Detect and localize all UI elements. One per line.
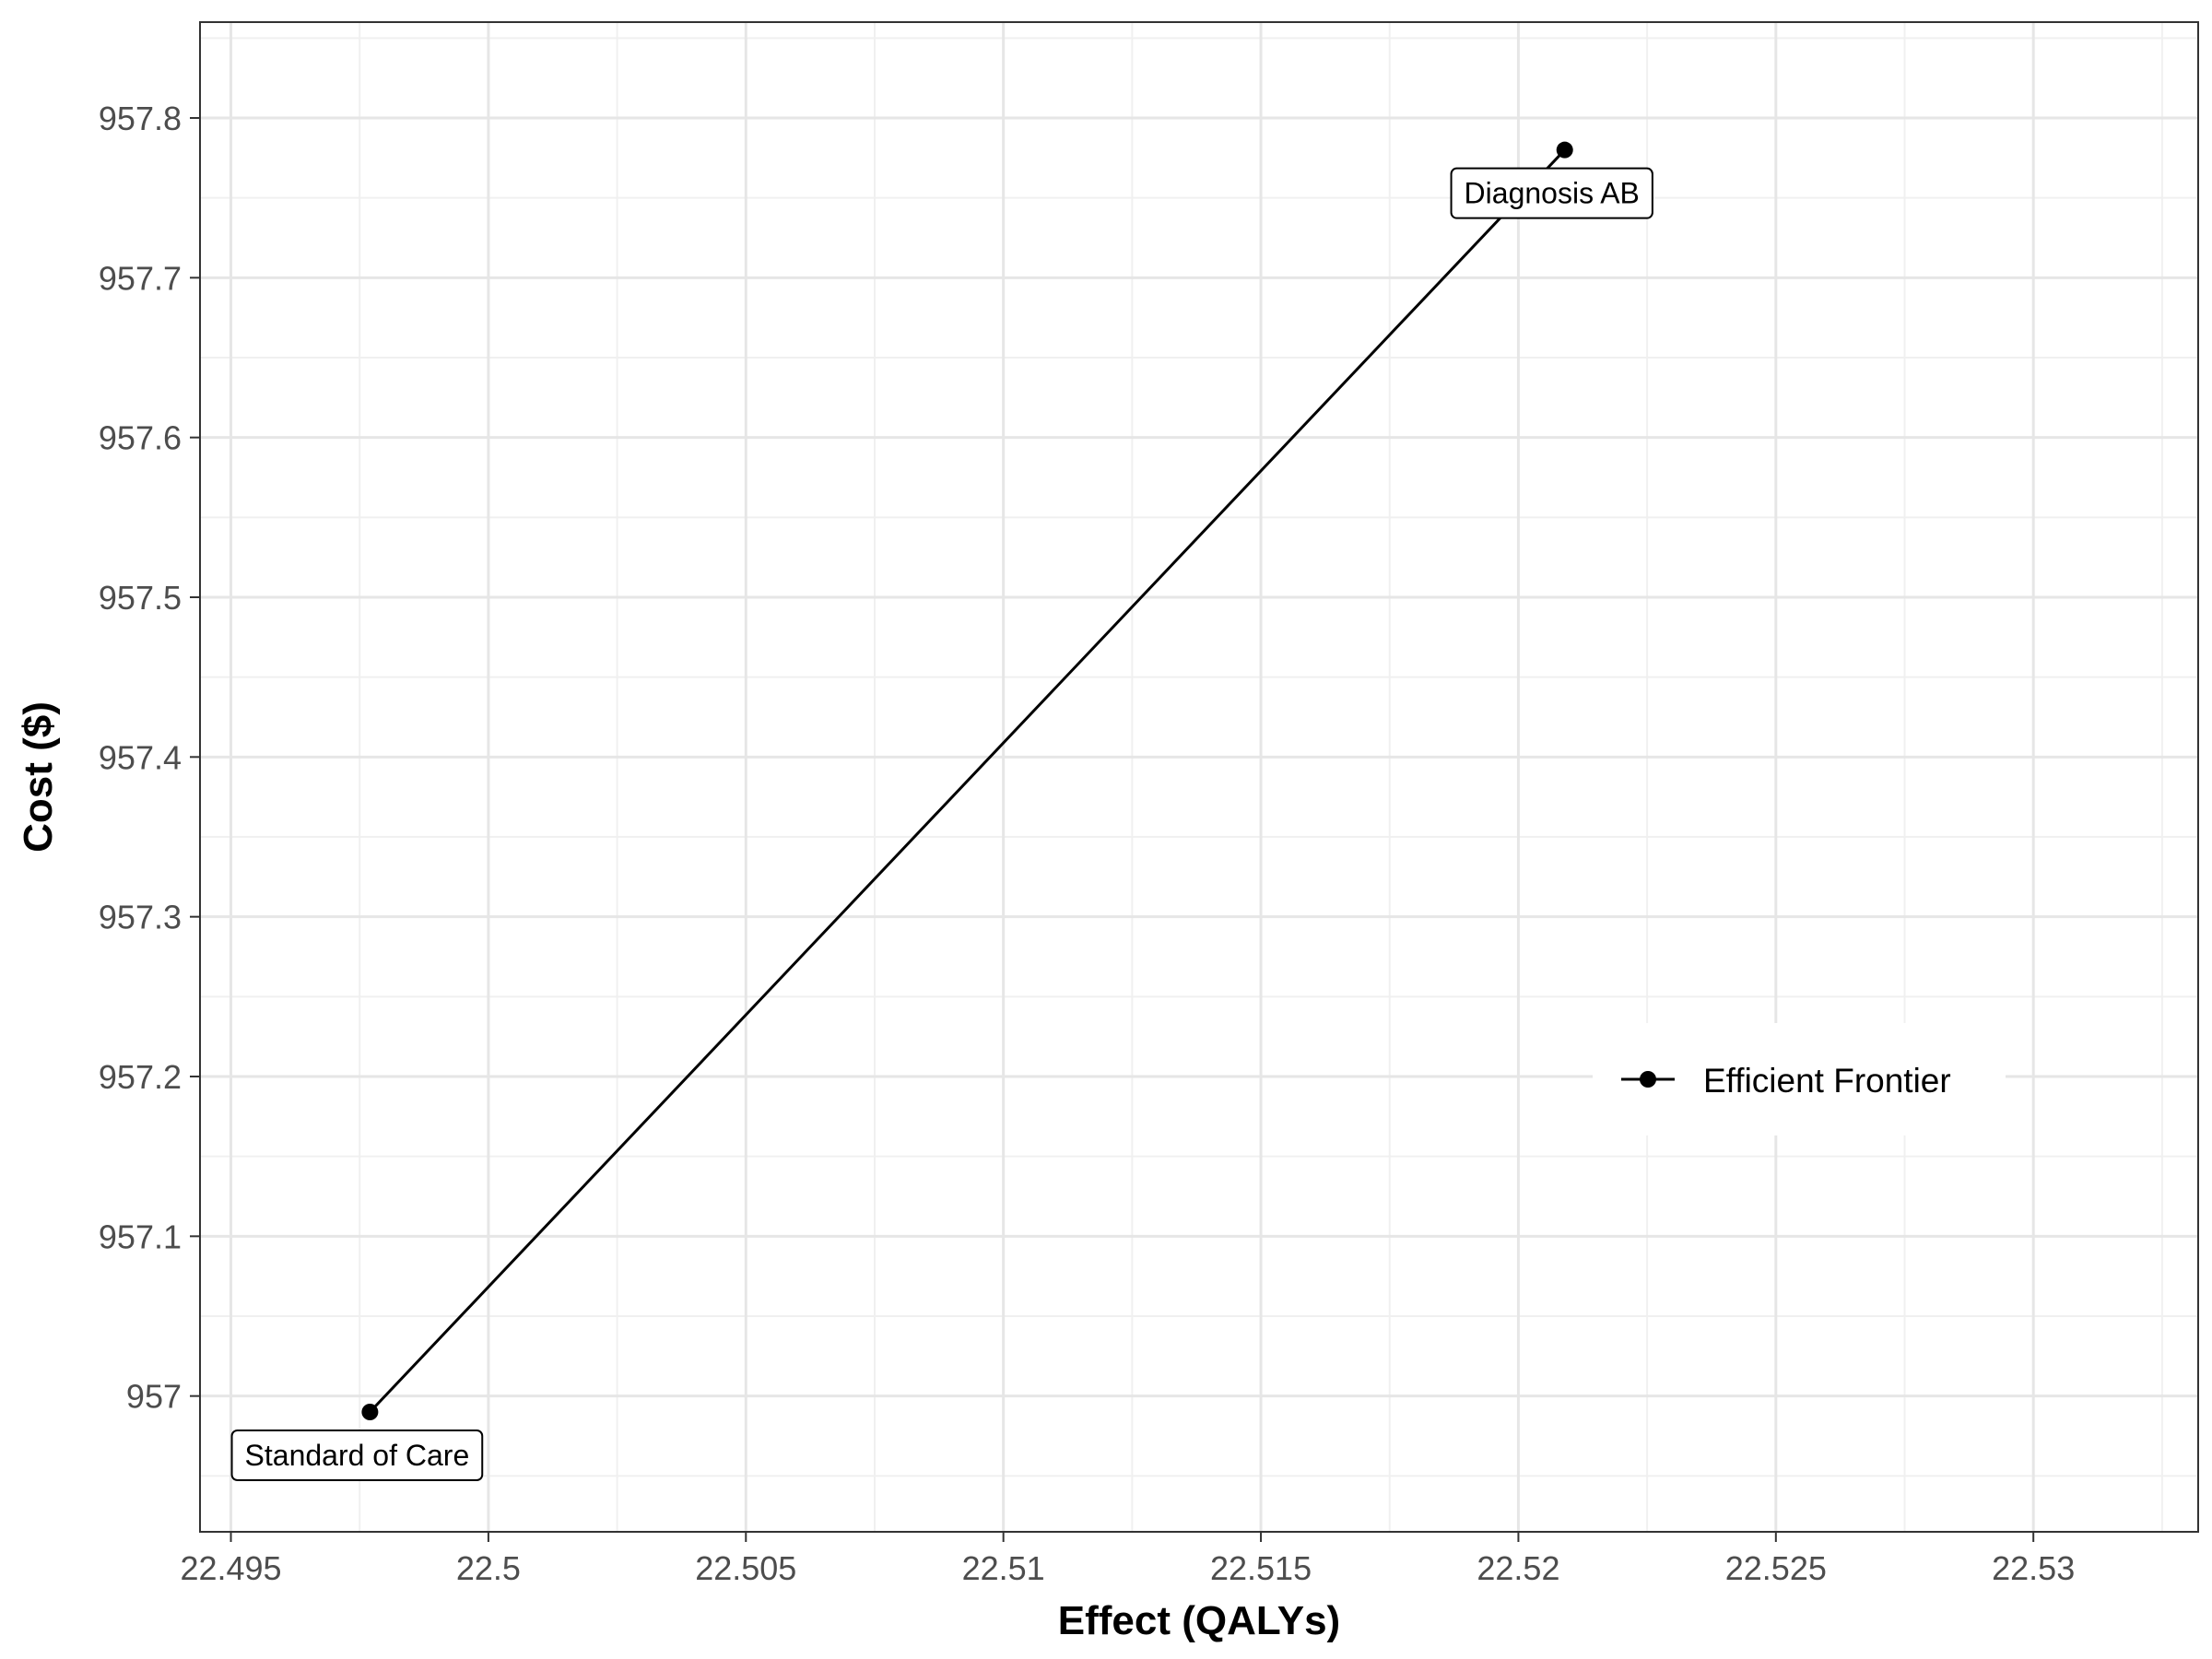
series-line-efficient-frontier <box>369 148 1566 1414</box>
y-tick-label: 957.8 <box>99 100 182 137</box>
y-tick-label: 957.6 <box>99 419 182 457</box>
y-axis: 957 957.1 957.2 957.3 957.4 957.5 957.6 957.7 95… <box>99 100 200 1416</box>
x-tick-label: 22.52 <box>1477 1549 1559 1587</box>
plot-panel <box>200 22 2198 1532</box>
y-tick-label: 957.3 <box>99 899 182 936</box>
legend: Efficient Frontier <box>1593 1023 2006 1135</box>
y-tick-label: 957.1 <box>99 1218 182 1255</box>
x-tick-label: 22.505 <box>695 1549 796 1587</box>
y-axis-title: Cost ($) <box>16 701 61 853</box>
point-label-group: Standard of Care <box>230 1430 484 1481</box>
plot-panel-border <box>199 21 2199 1533</box>
y-tick-label: 957.7 <box>99 259 182 297</box>
legend-key-point <box>1640 1071 1656 1088</box>
point-label-box <box>230 1430 484 1481</box>
series-layer <box>361 141 1573 1420</box>
point-label-group: Diagnosis AB <box>1450 167 1653 219</box>
x-tick-label: 22.515 <box>1210 1549 1312 1587</box>
point-label-box <box>1450 167 1653 219</box>
y-tick-label: 957.4 <box>99 738 182 776</box>
data-point <box>361 1404 379 1420</box>
y-tick-label: 957.5 <box>99 579 182 617</box>
x-tick-label: 22.51 <box>962 1549 1045 1587</box>
x-tick-label: 22.495 <box>180 1549 281 1587</box>
point-label: Diagnosis AB <box>1465 177 1640 210</box>
x-axis: 22.495 22.5 22.505 22.51 22.515 22.52 22.525 22… <box>180 1532 2075 1587</box>
y-tick-label: 957 <box>126 1378 182 1416</box>
major-grid <box>200 22 2198 1532</box>
legend-label: Efficient Frontier <box>1703 1062 1951 1100</box>
y-tick-label: 957.2 <box>99 1058 182 1096</box>
minor-grid <box>200 22 2198 1532</box>
x-tick-label: 22.53 <box>1992 1549 2075 1587</box>
x-axis-title: Effect (QALYs) <box>1058 1598 1340 1643</box>
x-tick-label: 22.525 <box>1725 1549 1827 1587</box>
point-labels: Standard of Care Diagnosis AB <box>230 167 1653 1481</box>
x-tick-label: 22.5 <box>456 1549 521 1587</box>
point-label: Standard of Care <box>245 1439 470 1472</box>
data-point <box>1556 141 1573 159</box>
